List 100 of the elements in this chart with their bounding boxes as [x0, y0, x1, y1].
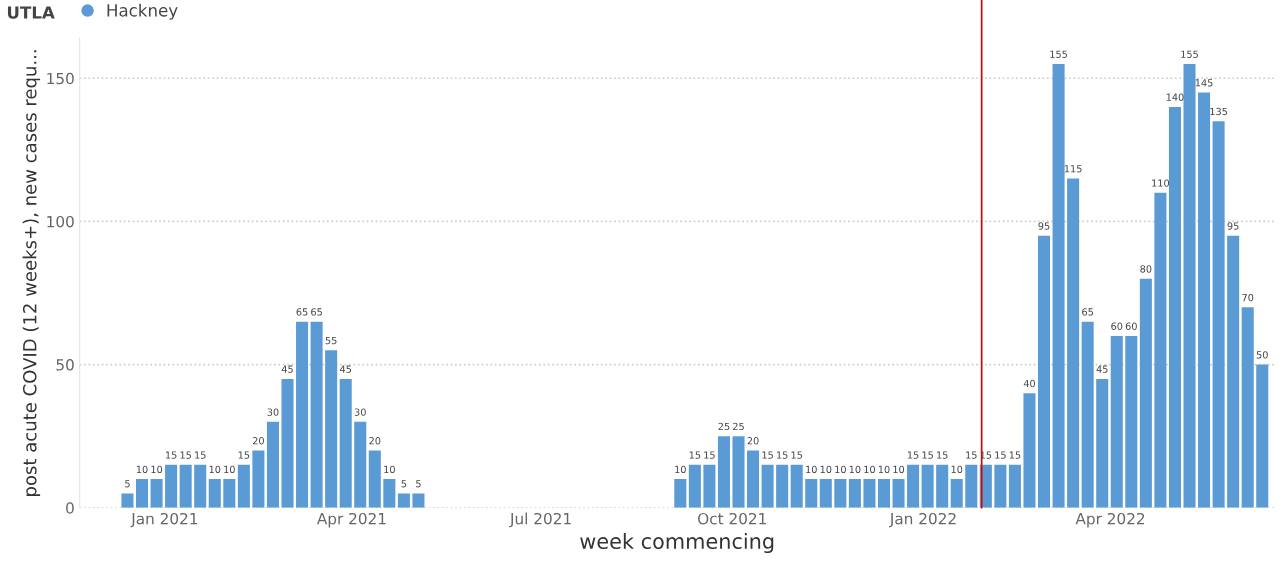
data-label: 10 [151, 465, 163, 474]
data-label: 15 [195, 451, 206, 459]
data-label: 15 [238, 451, 250, 459]
bar [325, 350, 338, 508]
bar [1241, 307, 1254, 508]
bar [252, 450, 265, 508]
bar [310, 321, 323, 508]
data-label: 10 [820, 465, 832, 474]
bar [412, 493, 425, 508]
data-label: 10 [675, 465, 686, 474]
data-label: 135 [1210, 107, 1228, 116]
bar [223, 479, 236, 508]
data-label: 5 [416, 480, 421, 488]
y-tick-label: 150 [47, 72, 74, 85]
data-label: 55 [325, 336, 337, 345]
y-tick-label: 0 [66, 502, 74, 514]
x-tick-label: Apr 2021 [316, 512, 386, 528]
data-label: 10 [384, 465, 395, 474]
x-tick-label: Oct 2021 [698, 512, 766, 525]
bar [1052, 63, 1065, 508]
bar [703, 464, 716, 508]
x-tick-label: Apr 2022 [1075, 512, 1145, 528]
bar [1096, 378, 1109, 508]
bar [877, 479, 891, 508]
bar [368, 450, 381, 508]
data-label: 15 [762, 451, 773, 459]
bar [936, 464, 949, 508]
bar [892, 479, 905, 508]
bar [339, 378, 352, 508]
data-label: 30 [267, 408, 279, 416]
bar [761, 464, 774, 508]
data-label: 65 [311, 308, 322, 316]
data-label: 50 [1256, 351, 1268, 359]
y-axis-title: post acute COVID (12 weeks+), new cases requ... [22, 50, 41, 496]
bar [1183, 63, 1196, 508]
data-label: 110 [1152, 179, 1170, 187]
bar [237, 464, 250, 508]
legend-title: UTLA [7, 6, 55, 19]
bar [717, 436, 730, 508]
bar [805, 479, 818, 508]
bar [819, 479, 832, 508]
bar [135, 479, 149, 508]
y-tick-label: 100 [47, 215, 74, 228]
data-label: 15 [777, 451, 788, 459]
data-label: 45 [339, 365, 352, 373]
bar [296, 321, 309, 508]
bar [1198, 92, 1211, 508]
data-label: 10 [864, 465, 875, 474]
data-label: 15 [966, 451, 977, 459]
bar [397, 493, 410, 508]
bar [921, 464, 934, 508]
bar [747, 450, 760, 508]
data-label: 10 [209, 465, 221, 474]
data-label: 10 [951, 465, 963, 474]
x-tick-label: Jul 2021 [509, 512, 571, 528]
bar [848, 479, 861, 508]
bar [732, 436, 745, 508]
bar [1256, 364, 1269, 508]
data-label: 15 [791, 451, 803, 459]
data-label: 25 [718, 422, 730, 431]
data-label: 60 [1111, 322, 1123, 330]
data-label: 15 [166, 451, 177, 459]
data-label: 60 [1125, 322, 1137, 330]
data-label: 15 [907, 451, 919, 459]
bar [790, 464, 803, 508]
bar [383, 479, 396, 508]
data-label: 5 [401, 480, 407, 488]
data-label: 40 [1023, 379, 1036, 388]
data-label: 15 [995, 451, 1006, 459]
data-label: 155 [1181, 50, 1198, 58]
x-tick-label: Jan 2021 [130, 512, 198, 528]
data-label: 10 [806, 465, 817, 474]
data-label: 15 [937, 451, 948, 459]
data-label: 15 [922, 451, 933, 459]
data-label: 140 [1166, 93, 1184, 101]
bar [907, 464, 920, 508]
bar [965, 464, 978, 508]
bar [121, 493, 134, 508]
bar [1038, 235, 1051, 508]
bar [1125, 335, 1138, 508]
data-label: 20 [369, 437, 381, 445]
data-label: 30 [354, 408, 366, 416]
data-label: 15 [1009, 451, 1021, 459]
bar [1227, 235, 1240, 508]
bar [150, 479, 163, 508]
bar [776, 464, 789, 508]
data-label: 5 [125, 480, 130, 488]
bar [834, 479, 847, 508]
y-tick-label: 50 [56, 359, 74, 371]
x-axis-title: week commencing [580, 532, 774, 554]
bar [1081, 321, 1094, 508]
data-label: 10 [893, 465, 905, 474]
bar [950, 479, 963, 508]
data-label: 10 [878, 465, 890, 474]
bar [994, 464, 1007, 508]
data-label: 10 [136, 465, 148, 474]
bar [281, 378, 294, 508]
data-label: 15 [704, 451, 715, 459]
bar [1139, 278, 1152, 508]
data-label: 65 [296, 308, 308, 316]
